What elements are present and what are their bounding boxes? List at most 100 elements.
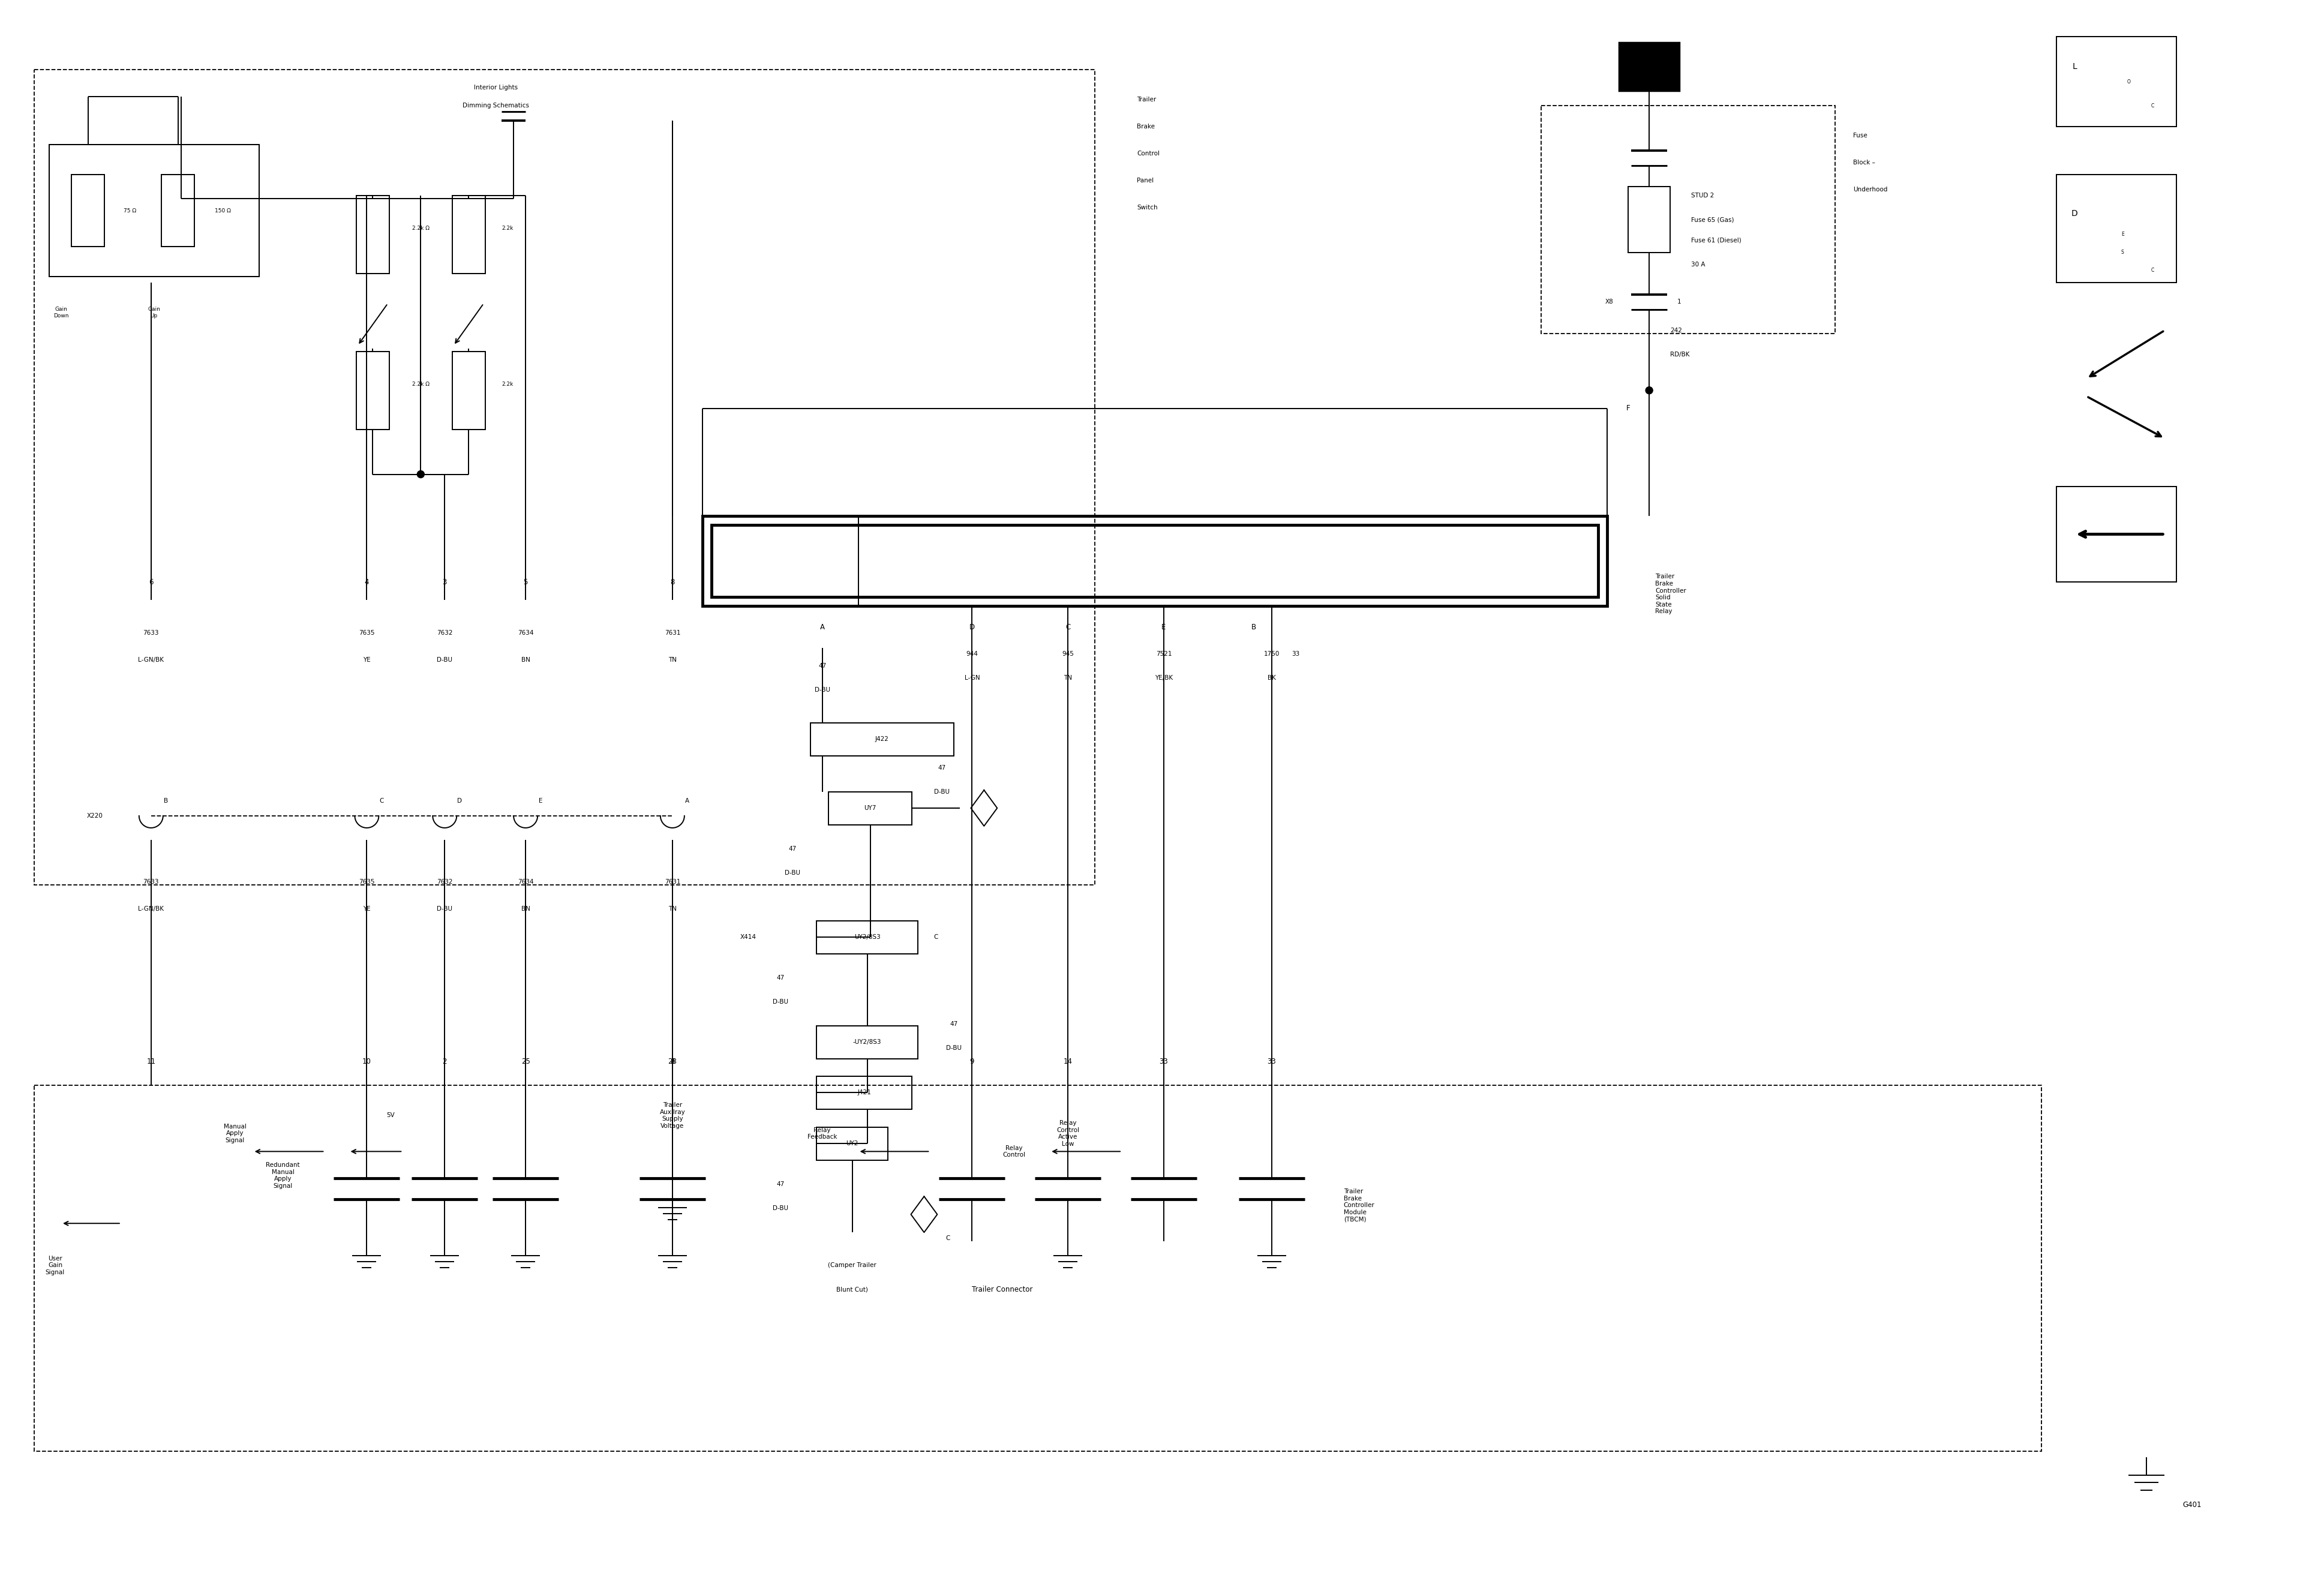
Text: E: E — [1162, 623, 1167, 631]
Text: Fuse: Fuse — [1852, 132, 1866, 138]
Text: D-BU: D-BU — [946, 1044, 962, 1051]
Text: 47: 47 — [951, 1021, 957, 1027]
Text: 7631: 7631 — [665, 879, 681, 884]
Text: D: D — [458, 798, 462, 804]
Bar — [2057, 486, 2178, 582]
Text: G401: G401 — [2182, 1501, 2201, 1509]
Bar — [35, 1085, 2043, 1452]
Bar — [811, 724, 955, 757]
Text: UY2: UY2 — [846, 1140, 858, 1147]
Text: TN: TN — [669, 658, 676, 664]
Circle shape — [416, 470, 425, 478]
Text: 10: 10 — [363, 1057, 372, 1065]
Bar — [827, 791, 911, 824]
Text: -UY2/8S3: -UY2/8S3 — [853, 1038, 881, 1044]
Text: 1750: 1750 — [1264, 651, 1281, 658]
Text: YE/BK: YE/BK — [1155, 675, 1174, 681]
Text: Block –: Block – — [1852, 159, 1875, 165]
Text: L-GN/BK: L-GN/BK — [137, 658, 165, 664]
Text: D-BU: D-BU — [437, 658, 453, 664]
Text: Fuse 65 (Gas): Fuse 65 (Gas) — [1692, 217, 1734, 222]
Text: D-BU: D-BU — [813, 687, 830, 694]
Text: X220: X220 — [86, 813, 102, 820]
Text: 945: 945 — [1062, 651, 1074, 658]
Text: 75 Ω: 75 Ω — [123, 208, 137, 214]
Text: 5: 5 — [523, 579, 528, 587]
Text: 30 A: 30 A — [1692, 261, 1706, 267]
Bar — [163, 175, 195, 247]
Text: A: A — [686, 798, 690, 804]
Text: 2.2k: 2.2k — [502, 227, 514, 231]
Bar — [816, 1076, 911, 1109]
Bar — [816, 1128, 888, 1161]
Text: (Camper Trailer: (Camper Trailer — [827, 1262, 876, 1268]
Text: D-BU: D-BU — [772, 1205, 788, 1211]
Text: 7633: 7633 — [144, 879, 158, 884]
Text: 150 Ω: 150 Ω — [214, 208, 230, 214]
Text: 7635: 7635 — [358, 631, 374, 635]
Text: 47: 47 — [776, 1181, 783, 1188]
Text: 11: 11 — [146, 1057, 156, 1065]
Text: Trailer
Brake
Controller
Module
(TBCM): Trailer Brake Controller Module (TBCM) — [1343, 1189, 1373, 1222]
Text: User
Gain
Signal: User Gain Signal — [46, 1255, 65, 1276]
Text: 7635: 7635 — [358, 879, 374, 884]
Bar — [816, 920, 918, 953]
Text: 2.2k Ω: 2.2k Ω — [411, 382, 430, 387]
Text: Gain
Up: Gain Up — [149, 307, 160, 318]
Text: YE: YE — [363, 658, 370, 664]
Bar — [702, 516, 1608, 606]
Text: 7521: 7521 — [1155, 651, 1171, 658]
Text: Underhood: Underhood — [1852, 187, 1887, 192]
Text: 33: 33 — [1292, 651, 1299, 658]
Text: 242: 242 — [1671, 327, 1683, 333]
Text: 14: 14 — [1064, 1057, 1071, 1065]
Text: 2: 2 — [442, 1057, 446, 1065]
Text: Panel: Panel — [1136, 178, 1153, 184]
Bar — [2057, 36, 2178, 127]
Text: 9: 9 — [969, 1057, 974, 1065]
Text: Blunt Cut): Blunt Cut) — [837, 1287, 869, 1293]
Text: 7634: 7634 — [518, 879, 535, 884]
Bar — [2057, 175, 2178, 283]
Text: 33: 33 — [1160, 1057, 1169, 1065]
Bar — [35, 69, 1095, 884]
Text: D-BU: D-BU — [772, 999, 788, 1005]
Text: Gain
Down: Gain Down — [53, 307, 70, 318]
Text: Interior Lights: Interior Lights — [474, 85, 518, 91]
Text: Trailer
Auxilray
Supply
Voltage: Trailer Auxilray Supply Voltage — [660, 1103, 686, 1129]
Text: TN: TN — [1064, 675, 1071, 681]
Text: D-BU: D-BU — [786, 870, 799, 876]
Text: UY2/8S3: UY2/8S3 — [853, 934, 881, 941]
Text: Fuse 61 (Diesel): Fuse 61 (Diesel) — [1692, 238, 1741, 244]
Text: C: C — [2152, 267, 2154, 274]
Bar — [816, 1026, 918, 1059]
Text: 3: 3 — [442, 579, 446, 587]
Text: D: D — [2071, 209, 2078, 217]
Text: L-GN/BK: L-GN/BK — [137, 906, 165, 912]
Text: C: C — [946, 1235, 951, 1241]
Text: 5V: 5V — [386, 1112, 395, 1118]
Bar — [72, 175, 105, 247]
Text: B: B — [1250, 623, 1257, 631]
Text: 33: 33 — [1267, 1057, 1276, 1065]
Text: C: C — [1064, 623, 1071, 631]
Text: Relay
Feedback: Relay Feedback — [806, 1126, 837, 1140]
Bar — [1629, 187, 1671, 253]
Text: S: S — [2122, 250, 2124, 255]
Text: O: O — [2126, 79, 2131, 85]
Bar — [453, 195, 486, 274]
Text: 7633: 7633 — [144, 631, 158, 635]
Bar — [1620, 42, 1680, 91]
Text: Redundant
Manual
Apply
Signal: Redundant Manual Apply Signal — [265, 1162, 300, 1189]
Text: 7634: 7634 — [518, 631, 535, 635]
Text: STUD 2: STUD 2 — [1692, 192, 1715, 198]
Text: X414: X414 — [739, 934, 755, 941]
Text: 47: 47 — [788, 846, 797, 853]
Text: 7632: 7632 — [437, 631, 453, 635]
Text: C: C — [934, 934, 939, 941]
Text: Trailer: Trailer — [1136, 96, 1155, 102]
Text: X8: X8 — [1606, 299, 1613, 305]
Text: J422: J422 — [876, 736, 890, 742]
Text: Trailer
Brake
Controller
Solid
State
Relay: Trailer Brake Controller Solid State Rel… — [1655, 574, 1687, 615]
Text: BK: BK — [1267, 675, 1276, 681]
